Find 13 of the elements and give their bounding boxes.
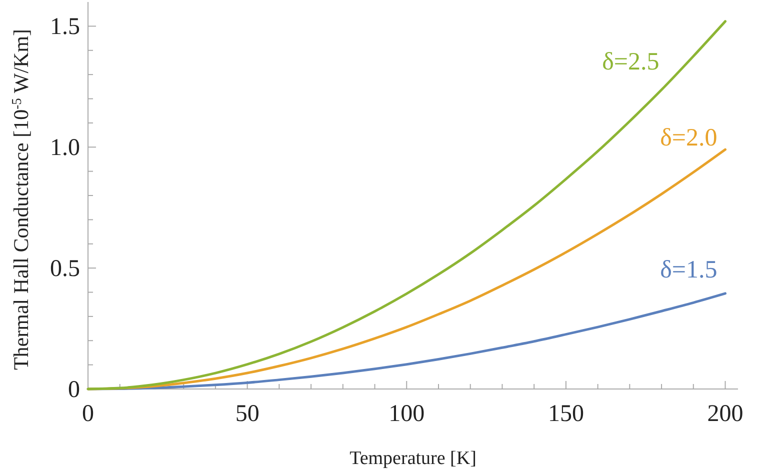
y-tick-label: 1.5 — [50, 14, 80, 40]
x-axis-title: Temperature [K] — [350, 448, 476, 469]
x-tick-label: 150 — [548, 401, 584, 427]
line-series — [86, 20, 727, 390]
series-label: δ=2.0 — [660, 124, 718, 152]
x-tick-label: 100 — [388, 401, 425, 427]
y-tick-label: 1.0 — [50, 135, 80, 162]
x-tick-label: 50 — [235, 401, 260, 427]
x-tick-label: 200 — [707, 401, 744, 427]
series-label: δ=1.5 — [660, 256, 718, 284]
y-tick-label: 0 — [68, 377, 80, 403]
y-tick-label: 0.5 — [50, 256, 80, 282]
series-label: δ=2.5 — [602, 48, 660, 76]
